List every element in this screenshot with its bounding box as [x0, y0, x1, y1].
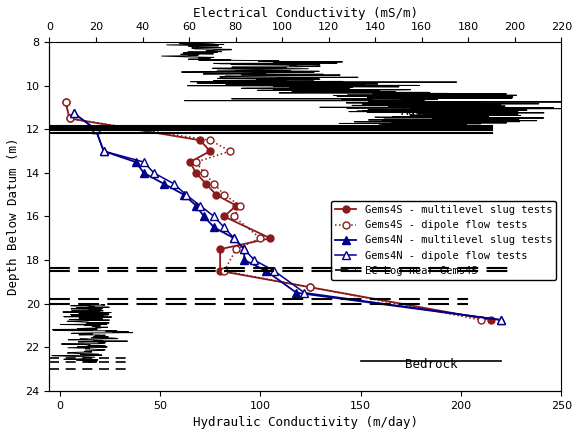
X-axis label: Electrical Conductivity (mS/m): Electrical Conductivity (mS/m)	[193, 7, 418, 20]
Legend: Gems4S - multilevel slug tests, Gems4S - dipole flow tests, Gems4N - multilevel : Gems4S - multilevel slug tests, Gems4S -…	[331, 201, 556, 280]
Text: Aquitard: Aquitard	[401, 106, 461, 119]
Text: Bedrock: Bedrock	[405, 358, 457, 371]
X-axis label: Hydraulic Conductivity (m/day): Hydraulic Conductivity (m/day)	[193, 416, 418, 429]
Y-axis label: Depth Below Datum (m): Depth Below Datum (m)	[7, 138, 20, 295]
